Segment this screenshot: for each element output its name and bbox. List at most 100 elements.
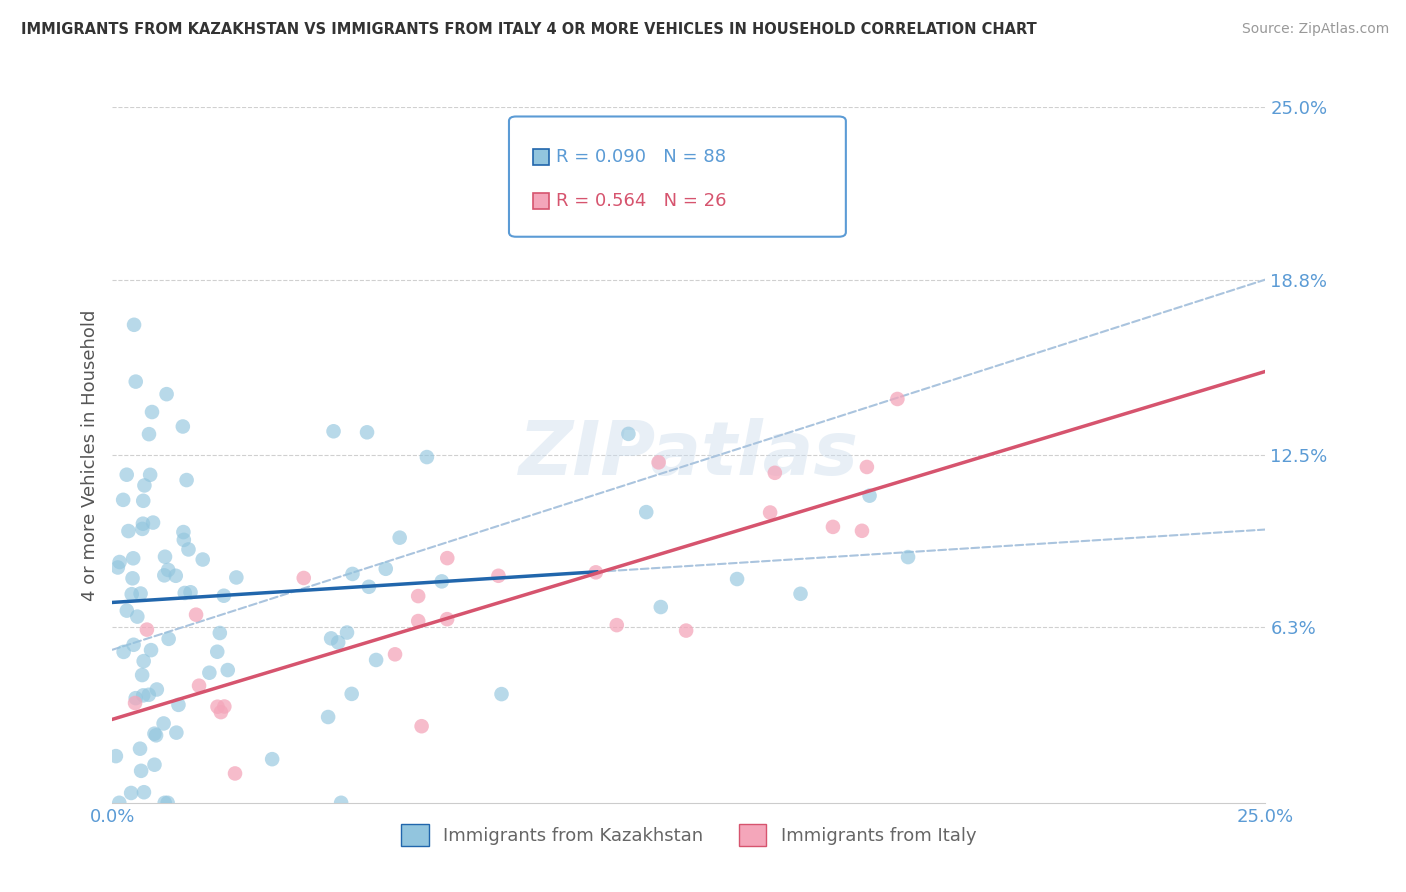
Point	[356, 425, 378, 440]
Point	[122, 318, 145, 332]
Point	[406, 614, 429, 628]
Point	[725, 572, 748, 586]
Point	[132, 516, 155, 531]
Point	[108, 555, 131, 569]
Point	[177, 542, 200, 557]
Point	[406, 589, 429, 603]
Point	[134, 478, 156, 492]
Point	[207, 645, 229, 659]
Point	[763, 466, 786, 480]
Point	[107, 560, 129, 574]
Point	[132, 493, 155, 508]
Point	[143, 727, 166, 741]
Point	[650, 600, 672, 615]
Point	[125, 375, 148, 389]
Point	[129, 586, 152, 600]
Point	[132, 654, 155, 668]
Point	[224, 766, 246, 780]
Point	[328, 635, 350, 649]
Point	[184, 607, 207, 622]
Point	[157, 632, 180, 646]
Point	[172, 524, 194, 539]
Point	[388, 531, 411, 545]
Point	[636, 505, 658, 519]
Point	[217, 663, 239, 677]
Text: Source: ZipAtlas.com: Source: ZipAtlas.com	[1241, 22, 1389, 37]
Point	[340, 687, 363, 701]
Point	[212, 589, 235, 603]
Point	[198, 665, 221, 680]
Point	[617, 426, 640, 441]
Point	[141, 405, 163, 419]
Point	[167, 698, 190, 712]
Point	[132, 785, 155, 799]
Point	[208, 626, 231, 640]
Point	[585, 566, 607, 580]
Y-axis label: 4 or more Vehicles in Household: 4 or more Vehicles in Household	[80, 310, 98, 600]
Point	[121, 571, 143, 585]
Point	[180, 585, 202, 599]
Point	[122, 551, 145, 566]
Point	[209, 705, 232, 719]
Point	[104, 749, 127, 764]
Point	[886, 392, 908, 406]
Legend: Immigrants from Kazakhstan, Immigrants from Italy: Immigrants from Kazakhstan, Immigrants f…	[394, 816, 984, 853]
Point	[430, 574, 453, 589]
Point	[131, 668, 153, 682]
Point	[647, 455, 669, 469]
Point	[357, 580, 380, 594]
Point	[146, 682, 169, 697]
Point	[488, 568, 510, 582]
Point	[157, 563, 180, 577]
Point	[165, 568, 187, 582]
Point	[897, 550, 920, 565]
Point	[135, 623, 157, 637]
Point	[138, 427, 160, 442]
Point	[139, 643, 162, 657]
Point	[153, 568, 176, 582]
Point	[821, 520, 844, 534]
Point	[132, 689, 155, 703]
Point	[108, 796, 131, 810]
Point	[117, 524, 139, 538]
Point	[115, 604, 138, 618]
Point	[606, 618, 628, 632]
Point	[152, 716, 174, 731]
Point	[153, 796, 176, 810]
Point	[336, 625, 359, 640]
Point	[143, 757, 166, 772]
Point	[124, 696, 146, 710]
Point	[122, 638, 145, 652]
Point	[145, 728, 167, 742]
Point	[188, 679, 211, 693]
Point	[176, 473, 198, 487]
Point	[173, 533, 195, 547]
Point	[125, 691, 148, 706]
Point	[342, 566, 364, 581]
Text: ZIPatlas: ZIPatlas	[519, 418, 859, 491]
Point	[675, 624, 697, 638]
Point	[789, 587, 811, 601]
Point	[330, 796, 353, 810]
Point	[374, 562, 396, 576]
Point	[292, 571, 315, 585]
Point	[139, 467, 162, 482]
Text: IMMIGRANTS FROM KAZAKHSTAN VS IMMIGRANTS FROM ITALY 4 OR MORE VEHICLES IN HOUSEH: IMMIGRANTS FROM KAZAKHSTAN VS IMMIGRANTS…	[21, 22, 1036, 37]
Point	[153, 549, 176, 564]
Point	[112, 492, 135, 507]
Point	[173, 586, 195, 600]
Point	[316, 710, 339, 724]
Point	[155, 387, 177, 401]
Point	[131, 522, 153, 536]
Point	[207, 699, 229, 714]
Point	[491, 687, 513, 701]
Point	[856, 460, 879, 475]
Point	[165, 725, 187, 739]
Point	[262, 752, 284, 766]
Point	[321, 632, 343, 646]
Point	[858, 489, 880, 503]
Point	[214, 699, 236, 714]
Point	[129, 764, 152, 778]
Point	[384, 648, 406, 662]
Point	[759, 506, 782, 520]
